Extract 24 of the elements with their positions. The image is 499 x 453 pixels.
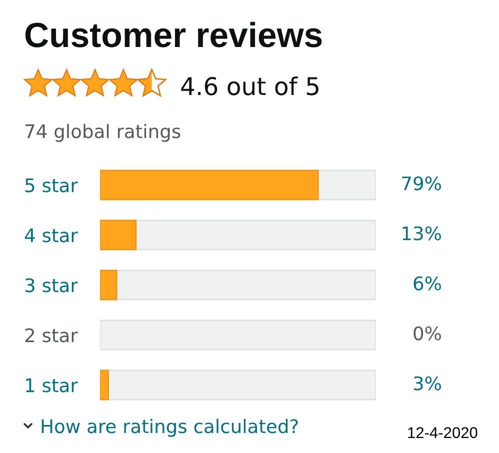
data-label: 0% <box>414 326 441 340</box>
text: 12-4-2020 <box>408 427 478 438</box>
bar <box>116 270 376 300</box>
text: 4.6 out of 5 <box>181 76 318 96</box>
y-tick-label: 1 star <box>26 378 78 392</box>
bar <box>100 220 137 250</box>
text: How are ratings calculated? <box>42 418 298 437</box>
bar <box>100 270 118 300</box>
y-tick-label: 4 star <box>24 228 78 242</box>
bar <box>100 170 319 200</box>
bar <box>100 320 376 350</box>
bar <box>108 370 376 400</box>
data-label: 13% <box>402 226 441 240</box>
data-label: 3% <box>414 376 441 390</box>
text: 74 global ratings <box>26 124 180 142</box>
bar <box>100 370 109 400</box>
data-label: 79% <box>402 176 441 190</box>
data-label: 6% <box>414 276 441 290</box>
chart-title: Customer reviews <box>25 22 322 48</box>
bar <box>135 220 376 250</box>
y-tick-label: 3 star <box>25 278 78 292</box>
y-tick-label: 2 star <box>25 328 78 342</box>
bar <box>317 170 376 200</box>
y-tick-label: 5 star <box>25 178 78 192</box>
